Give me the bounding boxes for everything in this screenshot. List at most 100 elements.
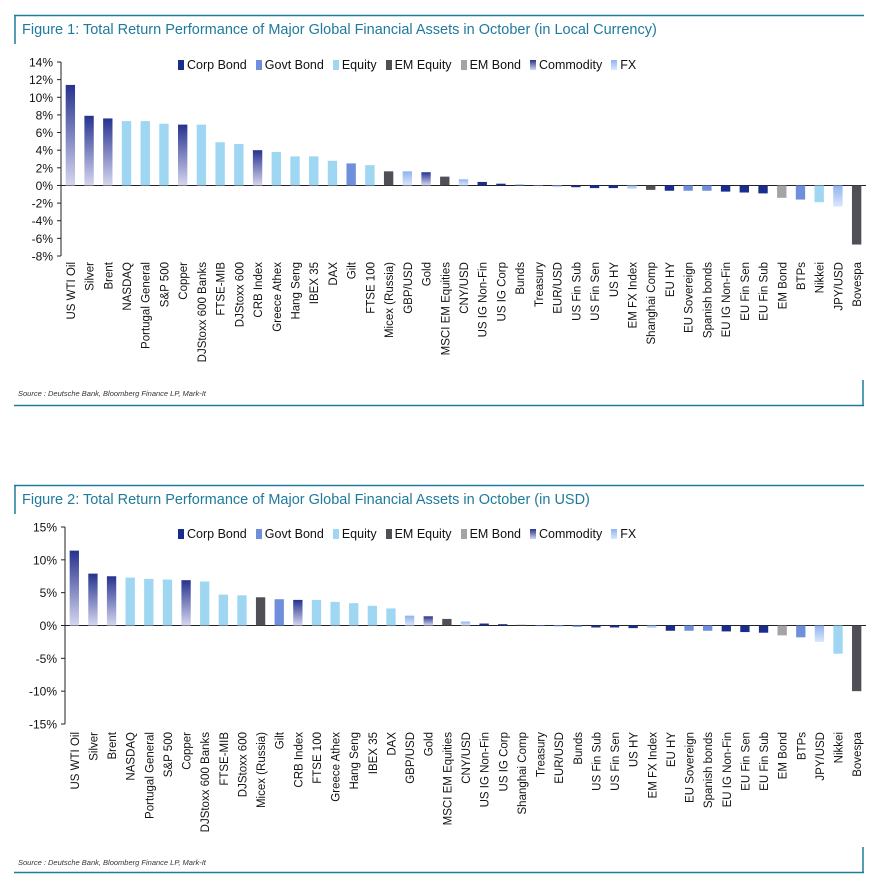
- bar-eur-usd: [553, 625, 564, 627]
- legend-swatch: [255, 60, 262, 70]
- legend-item-commodity: Commodity: [529, 527, 602, 541]
- bar-us-ig-non-fin: [477, 181, 487, 186]
- bar-us-wti-oil: [65, 84, 76, 186]
- bar-us-hy: [628, 625, 638, 629]
- x-tick-label: US IG Non-Fin: [478, 262, 490, 337]
- bar-cny-usd: [458, 179, 469, 186]
- x-tick-label: EU IG Non-Fin: [721, 262, 733, 337]
- bar-cny-usd: [460, 621, 471, 626]
- x-tick-label: DJStoxx 600: [237, 732, 249, 797]
- x-tick-label: Portugal General: [141, 262, 153, 349]
- legend-swatch: [332, 60, 339, 70]
- bar-djstoxx-600-banks: [196, 124, 207, 186]
- bar-ibex-35: [367, 605, 378, 626]
- bar-silver: [88, 573, 98, 626]
- figure-1-title: Figure 1: Total Return Performance of Ma…: [22, 22, 657, 38]
- x-tick-label: S&P 500: [163, 732, 175, 777]
- bar-us-fin-sen: [589, 185, 600, 189]
- bar-eu-ig-non-fin: [720, 185, 731, 192]
- x-tick-label: US Fin Sub: [571, 262, 583, 321]
- bar-portugal-general: [144, 578, 154, 626]
- bar-s-p-500: [162, 579, 173, 626]
- x-tick-label: Bunds: [515, 262, 527, 295]
- x-tick-label: EU Fin Sub: [759, 732, 771, 791]
- x-tick-label: JPY/USD: [833, 262, 845, 311]
- y-tick-label: 0%: [36, 179, 54, 193]
- x-tick-label: EU Sovereign: [684, 262, 696, 333]
- bar-ibex-35: [309, 156, 319, 186]
- y-tick-label: 0%: [40, 619, 58, 633]
- figure-1-chart: 14% 12% 10% 8% 6% 4% 2% 0% -2% -4% -6% -8% US WTI Oi…: [14, 14, 866, 407]
- x-tick-label: Bovespa: [852, 261, 864, 306]
- x-tick-label: US WTI Oil: [66, 262, 78, 320]
- x-tick-label: Copper: [178, 262, 190, 300]
- bar-em-bond: [777, 625, 787, 636]
- legend-item-em-equity: EM Equity: [385, 527, 452, 541]
- x-tick-label: IBEX 35: [368, 732, 380, 774]
- bar-msci-em-equities: [440, 176, 450, 186]
- x-tick-label: DJStoxx 600 Banks: [200, 732, 212, 833]
- x-tick-label: US Fin Sen: [610, 732, 622, 791]
- x-tick-label: JPY/USD: [815, 732, 827, 781]
- x-tick-label: Greece Athex: [272, 262, 284, 332]
- x-tick-label: CRB Index: [253, 262, 265, 318]
- x-tick-label: EU Sovereign: [685, 732, 697, 803]
- bar-crb-index: [293, 599, 303, 626]
- legend-swatch: [385, 529, 392, 539]
- bar-eu-fin-sub: [758, 185, 768, 194]
- x-tick-label: Shanghai Comp: [646, 262, 658, 344]
- x-tick-label: FTSE 100: [312, 732, 324, 784]
- bar-hang-seng: [349, 603, 359, 626]
- bar-nasdaq: [121, 121, 132, 186]
- x-tick-label: EU Fin Sen: [740, 732, 752, 791]
- x-tick-label: EM Bond: [777, 262, 789, 309]
- bar-brent: [103, 118, 113, 186]
- legend-swatch: [385, 60, 392, 70]
- legend-label: EM Equity: [394, 58, 452, 72]
- x-tick-label: US Fin Sub: [591, 732, 603, 791]
- bar-gold: [423, 616, 433, 626]
- x-tick-label: Bovespa: [852, 731, 864, 776]
- x-tick-label: MSCI EM Equities: [440, 262, 452, 356]
- bar-copper: [181, 580, 191, 626]
- legend-label: Corp Bond: [187, 527, 247, 541]
- legend-label: Equity: [341, 527, 377, 541]
- legend-item-equity: Equity: [332, 58, 377, 72]
- bar-jpy-usd: [814, 625, 825, 642]
- x-tick-label: Gold: [424, 732, 436, 756]
- bar-gbp-usd: [404, 615, 415, 626]
- figure-1-legend: Corp Bond Govt Bond Equity EM Equity EM Bond…: [178, 58, 645, 72]
- bar-us-hy: [608, 185, 618, 189]
- bar-nikkei: [833, 625, 843, 654]
- bar-em-fx-index: [647, 625, 657, 629]
- bar-em-fx-index: [627, 185, 637, 189]
- bar-silver: [84, 115, 94, 186]
- bar-spanish-bonds: [702, 185, 712, 191]
- x-tick-label: Nikkei: [815, 262, 827, 293]
- x-tick-label: S&P 500: [159, 262, 171, 307]
- legend-swatch: [611, 60, 618, 70]
- legend-item-corp-bond: Corp Bond: [178, 58, 247, 72]
- x-tick-label: EUR/USD: [553, 262, 565, 314]
- x-tick-label: Silver: [88, 732, 100, 761]
- bar-ftse-mib: [218, 594, 228, 626]
- x-tick-label: Copper: [182, 732, 194, 770]
- x-tick-label: Spanish bonds: [703, 732, 715, 808]
- bar-hang-seng: [290, 156, 300, 186]
- bar-jpy-usd: [833, 185, 843, 207]
- y-tick-label: 2%: [36, 161, 54, 175]
- x-tick-label: Treasury: [534, 262, 546, 307]
- x-tick-label: Greece Athex: [331, 732, 343, 802]
- y-tick-label: 15%: [33, 521, 57, 535]
- bar-nasdaq: [125, 577, 135, 626]
- bar-eu-ig-non-fin: [721, 625, 731, 632]
- y-tick-label: 10%: [33, 553, 57, 567]
- y-tick-label: 6%: [36, 126, 54, 140]
- legend-swatch: [460, 529, 467, 539]
- x-tick-label: DAX: [328, 262, 340, 286]
- x-tick-label: EU Fin Sen: [740, 262, 752, 321]
- legend-item-corp-bond: Corp Bond: [178, 527, 247, 541]
- x-tick-label: NASDAQ: [122, 262, 134, 311]
- x-tick-label: US IG Corp: [496, 262, 508, 321]
- x-tick-label: Bunds: [573, 732, 585, 765]
